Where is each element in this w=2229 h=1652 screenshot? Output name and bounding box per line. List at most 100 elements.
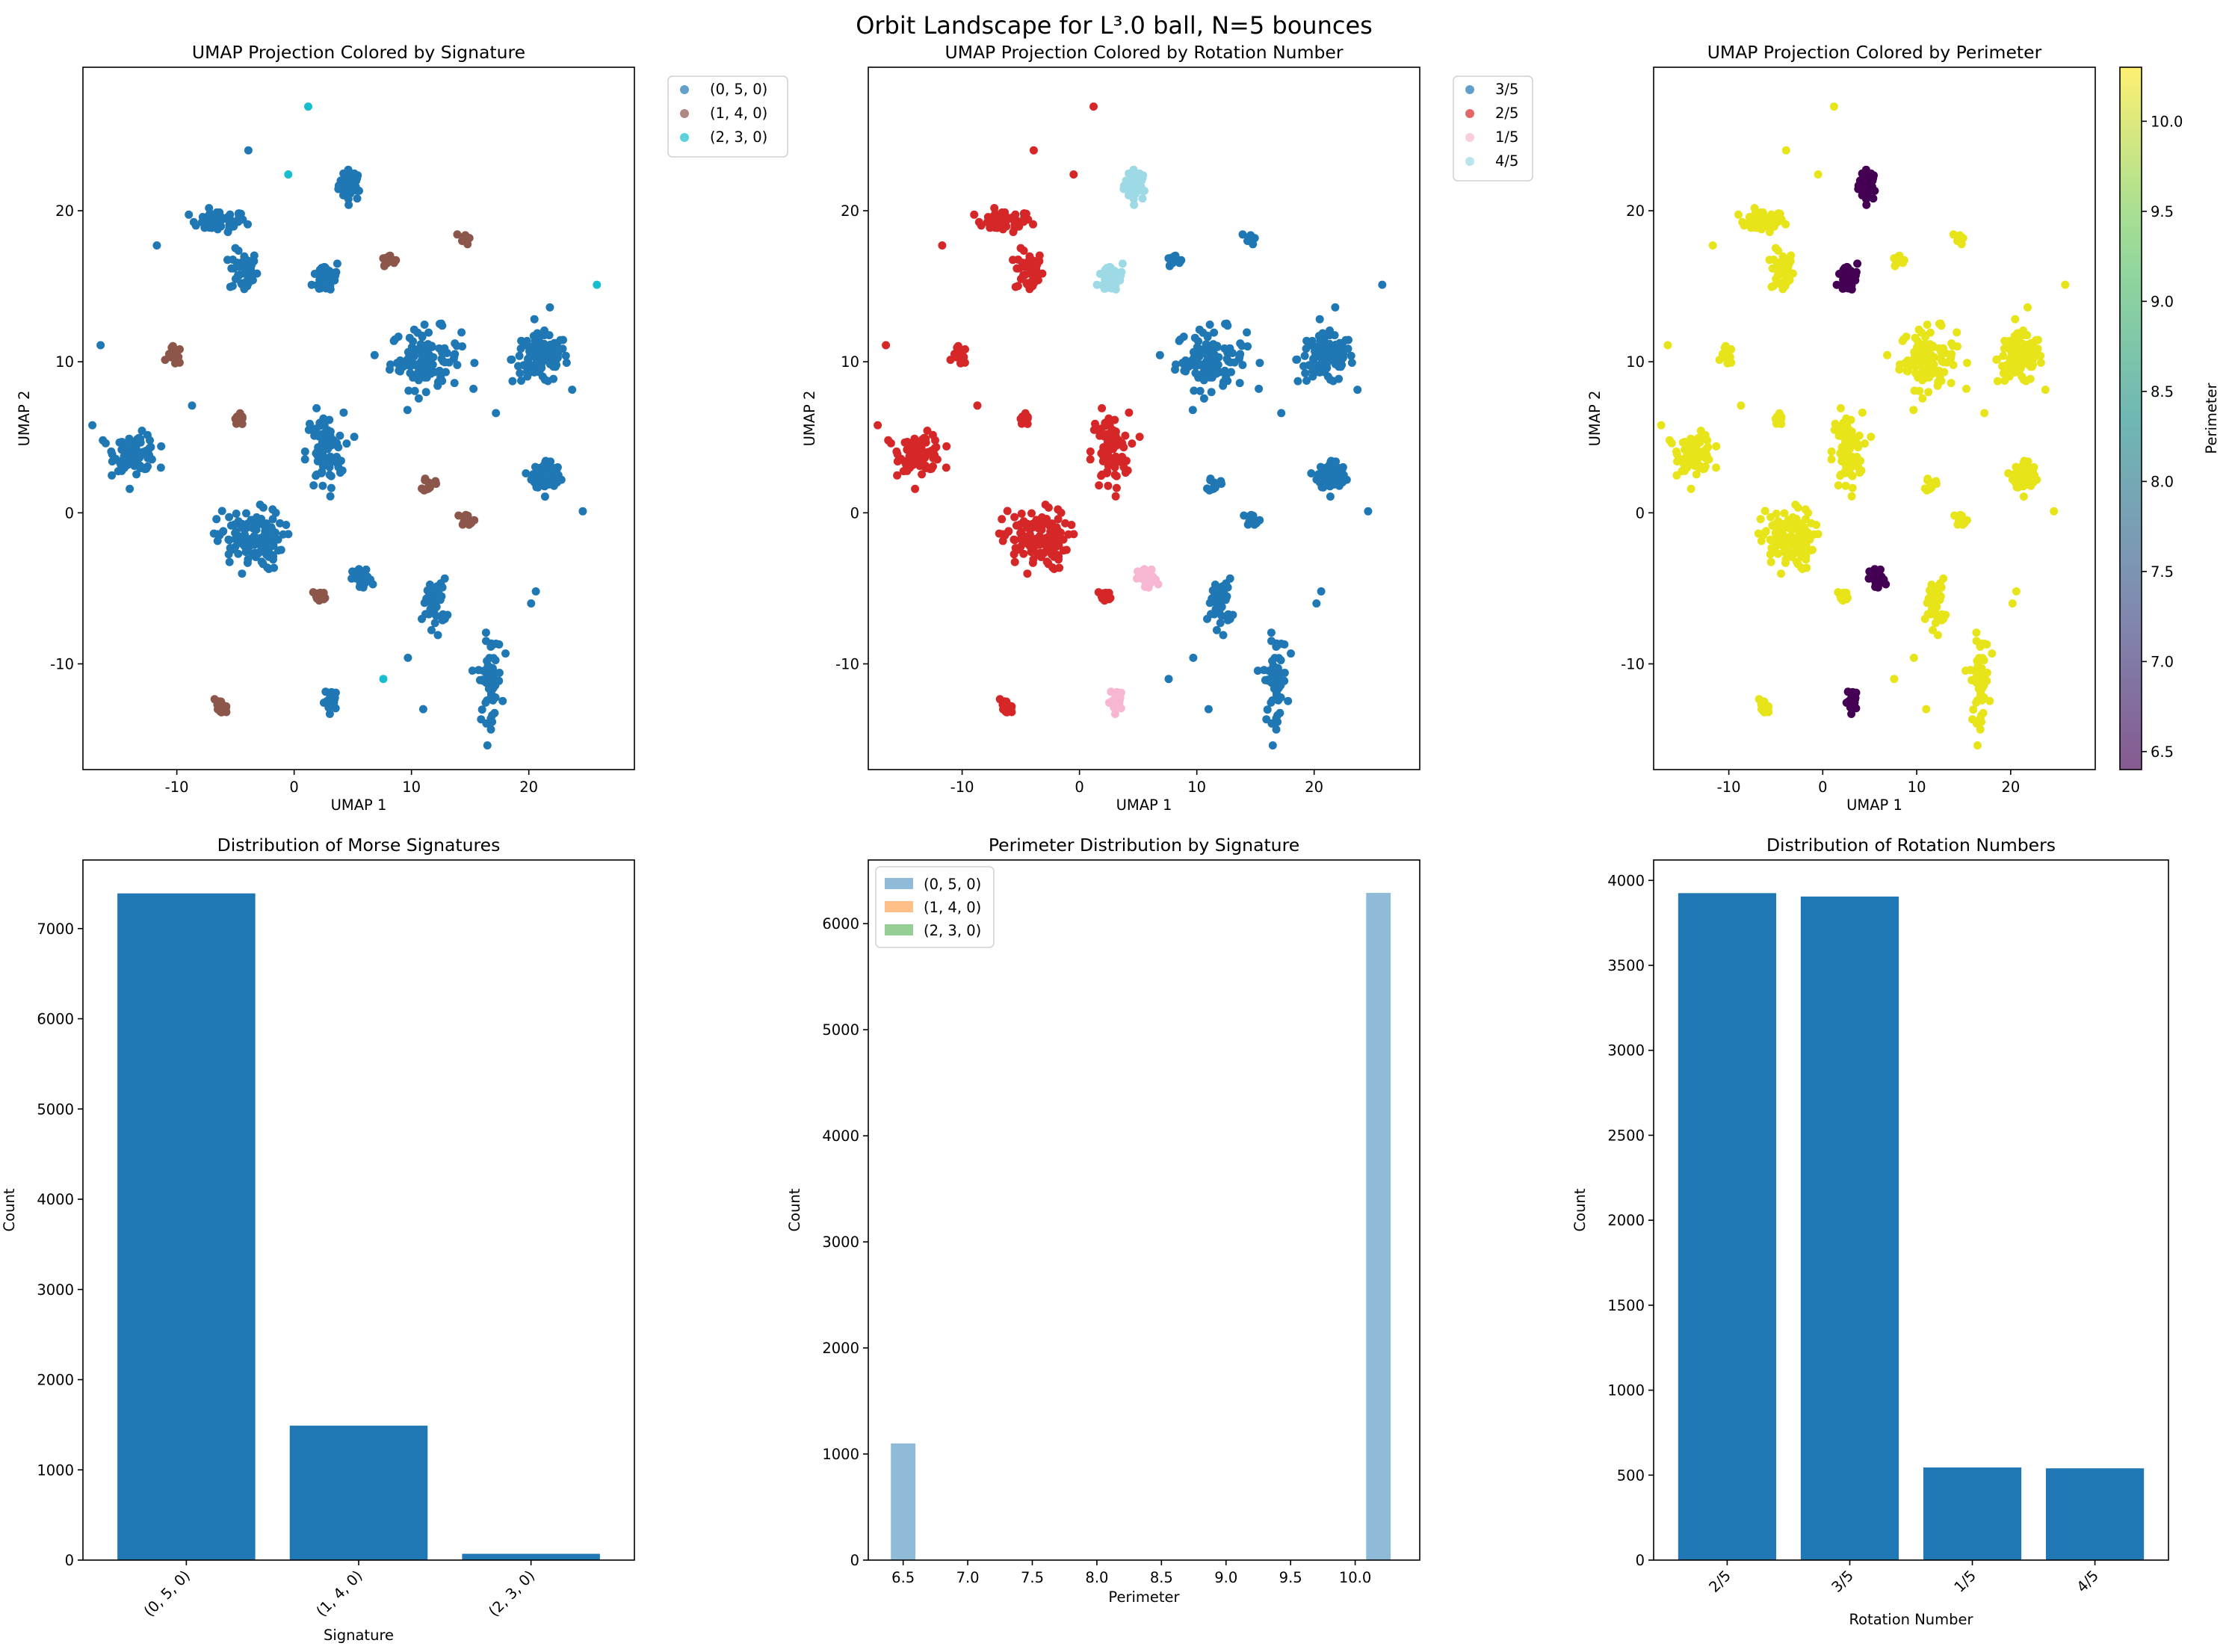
data-point <box>529 332 538 341</box>
data-point <box>323 444 332 453</box>
data-point <box>1657 421 1666 430</box>
data-point <box>414 360 423 368</box>
data-point <box>1847 452 1856 461</box>
hist-perimeter-legend-swatch-2 <box>885 924 913 935</box>
data-point <box>326 452 335 461</box>
data-point <box>1013 216 1021 225</box>
data-point <box>1223 377 1232 386</box>
data-point <box>1322 353 1331 362</box>
data-point <box>336 457 345 465</box>
data-point <box>1778 285 1787 294</box>
bar-signatures-ytick-label-5: 5000 <box>37 1101 74 1118</box>
data-point <box>470 516 479 525</box>
data-point <box>1122 457 1131 465</box>
data-point <box>344 200 353 209</box>
data-point <box>1780 262 1789 270</box>
colorbar-tick-label-0: 6.5 <box>2151 743 2174 761</box>
umap-perimeter-points <box>1657 102 2070 750</box>
data-point <box>404 653 412 662</box>
data-point <box>424 354 433 363</box>
data-point <box>1112 483 1121 492</box>
data-point <box>1911 333 1920 342</box>
data-point <box>1937 348 1946 357</box>
data-point <box>1923 598 1932 607</box>
data-point <box>1028 523 1037 532</box>
data-point <box>1171 251 1180 260</box>
hist-perimeter-legend-label-1: (1, 4, 0) <box>924 899 981 916</box>
data-point <box>1016 415 1025 424</box>
data-point <box>1062 545 1071 554</box>
data-point <box>1969 705 1978 714</box>
umap-perimeter-ytick-label-2: 10 <box>1626 353 1645 371</box>
data-point <box>931 436 939 445</box>
data-point <box>1973 661 1982 670</box>
data-point <box>327 483 336 492</box>
data-point <box>1245 517 1254 526</box>
data-point <box>424 328 433 337</box>
data-point <box>1812 521 1821 529</box>
data-point <box>1956 510 1964 519</box>
data-point <box>1853 259 1862 268</box>
data-point <box>1862 200 1871 209</box>
data-point <box>556 335 565 344</box>
data-point <box>315 421 324 430</box>
data-point <box>1720 343 1729 352</box>
data-point <box>244 146 253 155</box>
data-point <box>333 259 341 268</box>
data-point <box>282 521 291 529</box>
data-point <box>1926 354 1935 363</box>
data-point <box>316 269 325 278</box>
data-point <box>223 256 232 264</box>
data-point <box>462 510 470 519</box>
data-point <box>96 341 105 350</box>
data-point <box>1686 440 1695 449</box>
umap-rotation-xtick-label-2: 10 <box>1187 779 1206 796</box>
data-point <box>537 364 546 372</box>
data-point <box>1108 444 1117 453</box>
hist-bar <box>891 1443 916 1560</box>
data-point <box>1980 409 1989 418</box>
data-point <box>562 359 571 367</box>
data-point <box>1264 676 1273 685</box>
data-point <box>99 436 108 445</box>
data-point <box>1047 539 1056 548</box>
data-point <box>231 415 240 424</box>
data-point <box>1854 443 1863 452</box>
data-point <box>458 237 466 245</box>
data-point <box>1267 637 1276 646</box>
data-point <box>578 507 587 516</box>
data-point <box>310 270 319 278</box>
data-point <box>450 379 459 388</box>
hist-perimeter-xtick-label-3: 8.0 <box>1085 1569 1108 1586</box>
data-point <box>418 332 427 341</box>
umap-signature-frame <box>82 66 635 770</box>
umap-signature-legend-marker-1 <box>680 109 689 118</box>
data-point <box>1225 574 1234 583</box>
data-point <box>1847 285 1856 294</box>
data-point <box>1757 536 1766 545</box>
data-point <box>1205 598 1214 607</box>
data-point <box>1238 230 1247 239</box>
data-point <box>137 427 146 435</box>
bar-rotation-ylabel: Count <box>1571 1188 1589 1231</box>
data-point <box>356 576 365 585</box>
data-point <box>309 481 318 490</box>
data-point <box>1949 361 1958 369</box>
data-point <box>1855 431 1864 440</box>
data-point <box>355 186 363 195</box>
data-point <box>1302 336 1311 345</box>
data-point <box>1092 280 1101 289</box>
data-point <box>1274 654 1283 663</box>
data-point <box>1339 349 1348 358</box>
data-point <box>470 359 479 368</box>
data-point <box>1712 442 1721 451</box>
data-point <box>1838 284 1847 293</box>
data-point <box>413 345 422 354</box>
data-point <box>1692 448 1701 457</box>
data-point <box>1332 457 1341 466</box>
data-point <box>1937 377 1946 386</box>
umap-signature-xtick-label-2: 10 <box>402 779 421 796</box>
data-point <box>136 434 145 443</box>
data-point <box>307 280 316 289</box>
hist-perimeter-xtick-label-6: 9.5 <box>1279 1569 1302 1586</box>
